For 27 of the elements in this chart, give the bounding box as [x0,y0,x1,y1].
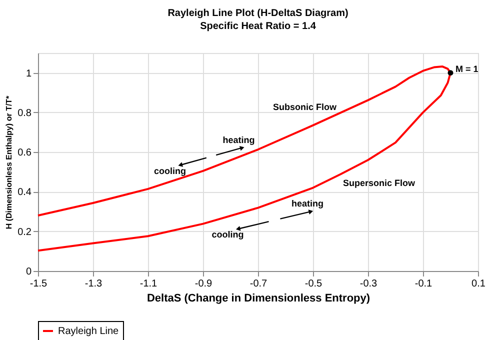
annotation: heating [222,135,255,146]
x-tick-label: 0.1 [472,278,486,290]
annotation: M = 1 [456,64,478,74]
y-tick-label: 0.8 [18,108,32,119]
x-axis-title: DeltaS (Change in Dimensionless Entropy) [146,292,370,304]
chart-subtitle: Specific Heat Ratio = 1.4 [200,21,316,32]
y-tick-label: 0.4 [18,187,32,198]
x-tick-label: -0.9 [194,278,213,290]
x-tick-label: -0.5 [304,278,323,290]
legend-label: Rayleigh Line [58,326,120,337]
annotation: cooling [212,230,244,240]
x-tick-label: -0.1 [414,278,433,290]
x-tick-label: -0.3 [360,278,378,290]
annotation: heating [291,198,324,209]
annotation: Supersonic Flow [342,178,416,188]
x-tick-label: -0.7 [250,278,268,290]
x-tick-label: -1.1 [140,278,158,290]
y-tick-label: 0 [26,266,32,278]
annotation: Subsonic Flow [272,102,338,112]
x-tick-label: -1.5 [30,278,48,290]
y-tick-label: 0.2 [18,226,32,238]
annotation: cooling [154,166,186,176]
y-tick-label: 1 [26,68,32,80]
y-tick-label: 0.6 [18,148,32,159]
y-axis-title: H (Dimensionless Enthalpy) or T/T* [4,94,14,230]
x-tick-label: -1.3 [84,278,103,290]
chart-title: Rayleigh Line Plot (H-DeltaS Diagram) [168,8,348,19]
